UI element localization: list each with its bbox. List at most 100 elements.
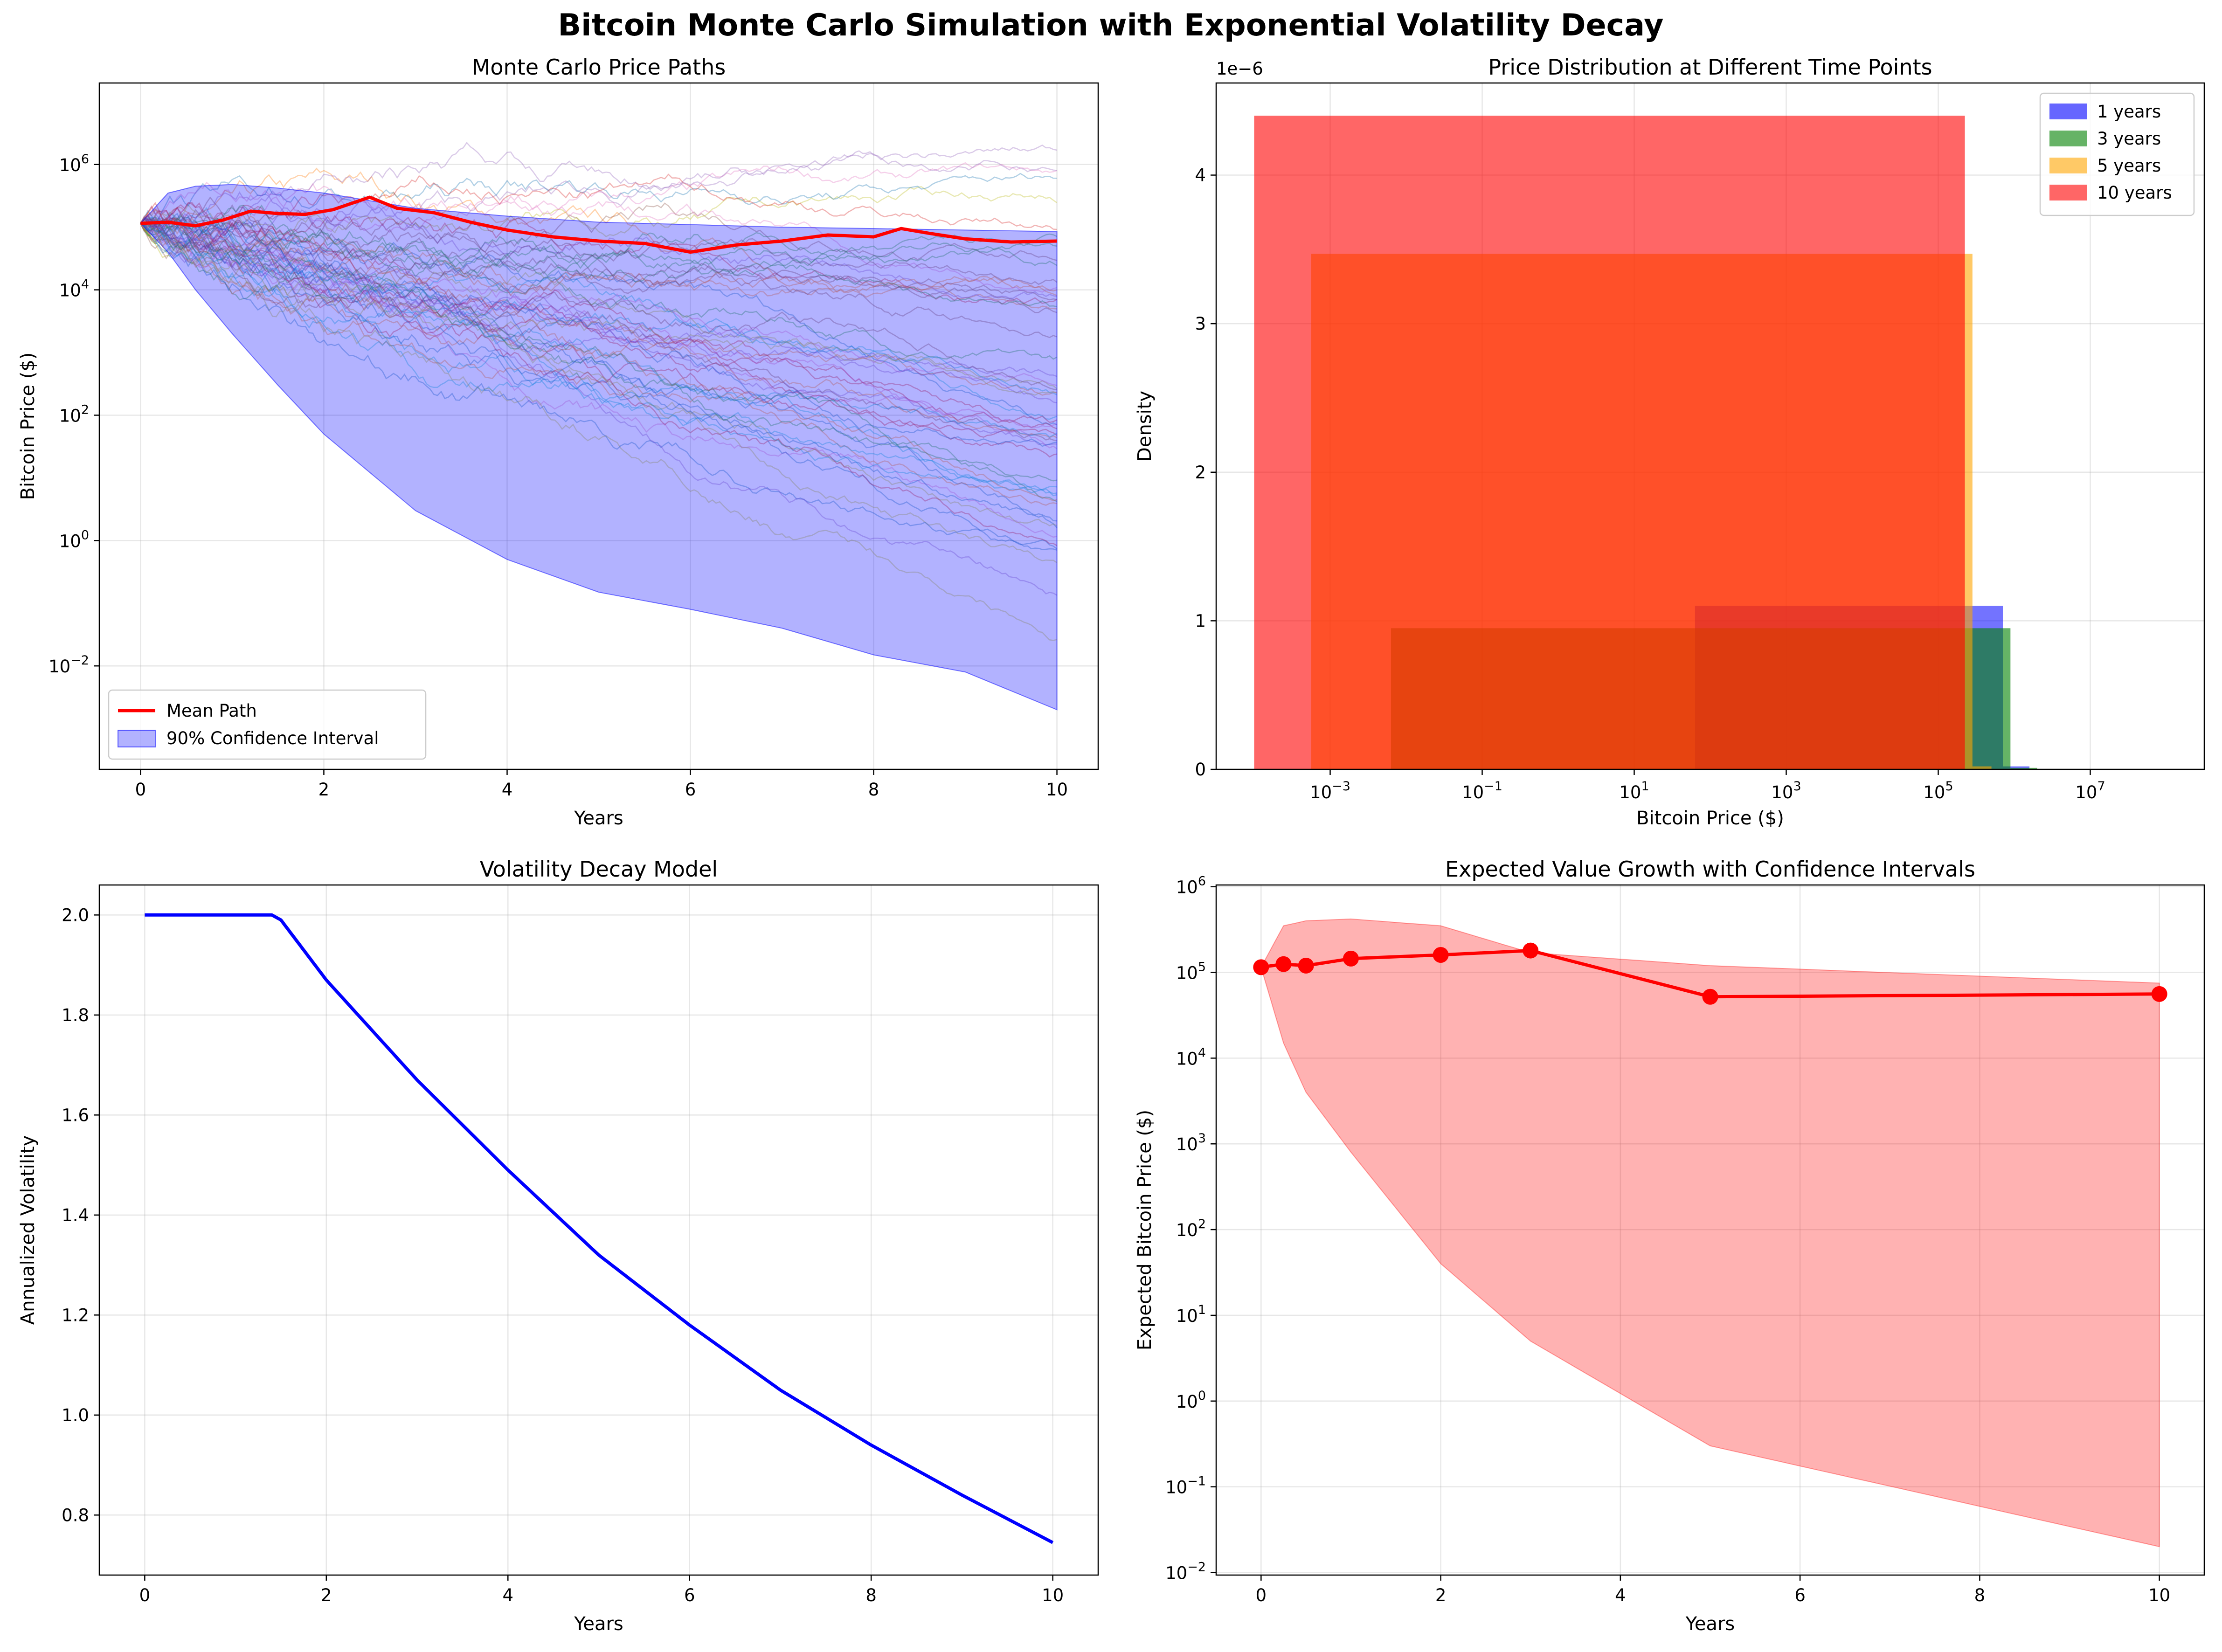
sample-path [140,217,1058,429]
sample-path [140,223,1058,439]
vol-ytick-label: 1.6 [62,1105,89,1125]
vol-ytick-label: 1.0 [62,1405,89,1425]
expected-xtick-label: 8 [1974,1585,1986,1605]
vol-xtick-label: 6 [684,1585,695,1605]
sample-path [140,214,1058,305]
sample-path [140,223,1058,377]
paths-ylabel: Bitcoin Price ($) [17,353,39,500]
sample-path [140,218,1057,391]
vol-title: Volatility Decay Model [480,857,718,882]
sample-path [140,220,1057,269]
vol-xtick-label: 2 [321,1585,332,1605]
sample-path [140,217,1057,301]
sample-path [140,173,1057,230]
hist-legend-swatch-1 [2049,131,2087,146]
paths-ytick-label: 104 [59,277,89,301]
expected-confidence-band [1260,918,2160,1548]
hist-xtick-label: 101 [1619,779,1649,802]
mean-path-line [140,195,1057,254]
hist-ytick-label: 4 [1195,166,1206,186]
sample-path [140,215,1057,313]
expected-value-point [2151,986,2167,1002]
sample-path [140,222,1058,502]
vol-ytick-label: 1.8 [62,1005,89,1025]
hist-y-multiplier: 1e−6 [1216,59,1263,79]
paths-ytick-label: 106 [59,152,89,175]
expected-ytick-label: 106 [1176,874,1206,898]
expected-xtick-label: 10 [2148,1585,2170,1605]
expected-axes-frame [1215,884,2205,1576]
vol-ytick-label: 0.8 [62,1505,89,1525]
hist-bar-2 [1972,766,1992,769]
sample-path [140,222,1058,396]
paths-xtick-label: 10 [1046,780,1068,800]
sample-path [140,217,1058,528]
vol-axes-frame [98,884,1099,1576]
figure-suptitle: Bitcoin Monte Carlo Simulation with Expo… [558,8,1664,43]
sample-path [140,186,1058,238]
sample-path [140,214,1057,506]
sample-path [140,214,1057,641]
confidence-band [140,184,1058,711]
expected-value-point [1275,956,1292,972]
hist-xtick-label: 10−3 [1310,779,1350,802]
paths-legend-box [108,689,427,760]
vol-xtick-label: 0 [139,1585,151,1605]
sample-path [140,209,1058,285]
sample-path [140,222,1058,526]
legend-swatch-ci [118,730,156,747]
hist-legend-label-1: 3 years [2097,129,2161,149]
hist-xlabel: Bitcoin Price ($) [1636,808,1784,829]
sample-path [140,223,1058,389]
volatility-line [145,913,1054,1544]
sample-path [140,205,1058,438]
hist-bar-1 [2010,767,2037,769]
vol-ylabel: Annualized Volatility [17,1135,39,1325]
sample-path [140,216,1057,446]
sample-path [140,214,1057,502]
vol-xtick-label: 4 [502,1585,513,1605]
hist-ytick-label: 3 [1195,314,1206,334]
sample-path [140,217,1058,277]
hist-xtick-label: 105 [1923,779,1953,802]
sample-path [140,210,1057,447]
hist-legend-label-0: 1 years [2097,102,2161,122]
hist-ytick-label: 1 [1195,611,1206,631]
sample-path [140,144,1057,239]
hist-ytick-label: 2 [1195,463,1206,483]
paths-xtick-label: 8 [868,780,879,800]
vol-xtick-label: 8 [865,1585,877,1605]
hist-bar-3 [1254,116,1965,770]
sample-path [140,213,1057,551]
vol-ytick-label: 1.2 [62,1305,89,1325]
expected-xtick-label: 0 [1256,1585,1267,1605]
sample-path [140,218,1058,596]
expected-value-point [1298,957,1314,974]
hist-axes-frame [1215,82,2205,770]
sample-path [140,221,1057,494]
hist-title: Price Distribution at Different Time Poi… [1488,55,1932,80]
sample-path [140,167,1057,310]
vol-ytick-label: 2.0 [62,905,89,925]
sample-path [140,215,1057,307]
vol-xlabel: Years [574,1613,623,1635]
sample-path [140,220,1058,438]
legend-label-ci: 90% Confidence Interval [166,728,379,748]
paths-xtick-label: 0 [135,780,146,800]
sample-path [140,196,1057,263]
paths-ytick-label: 102 [59,402,89,426]
sample-path [140,217,1057,386]
expected-value-point [1343,950,1359,967]
sample-path [140,218,1058,396]
expected-value-point [1523,942,1539,959]
expected-ytick-label: 100 [1176,1389,1206,1412]
expected-ytick-label: 104 [1176,1045,1206,1069]
sample-path [140,206,1057,404]
sample-path [140,223,1057,442]
hist-legend-swatch-0 [2049,104,2087,119]
sample-path [140,223,1057,482]
hist-xtick-label: 10−1 [1462,779,1502,802]
hist-ylabel: Density [1134,391,1156,462]
sample-path [140,223,1058,297]
sample-path [140,217,1058,339]
